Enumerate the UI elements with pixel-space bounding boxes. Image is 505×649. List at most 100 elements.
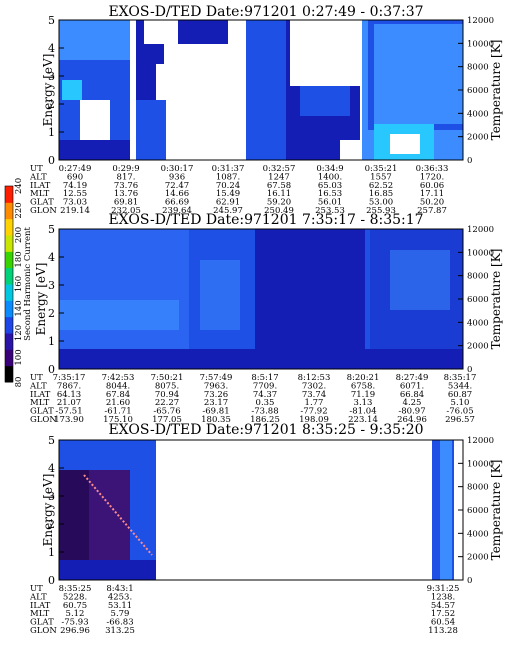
y2tick-label: 0 bbox=[467, 576, 472, 586]
table-cell: 0:32:57 bbox=[263, 164, 296, 174]
table-cell: 113.28 bbox=[428, 626, 458, 636]
table-cell: 1238. bbox=[431, 592, 455, 602]
table-cell: 7:35:17 bbox=[53, 373, 86, 383]
colorbar-swatch bbox=[5, 267, 13, 285]
colorbar-ticks: 80 100 120 140 160 180 200 220 240 bbox=[14, 178, 24, 388]
table-cell: 296.57 bbox=[445, 415, 475, 425]
table-row-label: ILAT bbox=[30, 181, 51, 191]
table-row-label: UT bbox=[30, 373, 43, 383]
ytick-label: 3 bbox=[48, 279, 55, 292]
colorbar-tick-label: 160 bbox=[14, 276, 24, 292]
y2tick-label: 0 bbox=[467, 156, 472, 166]
table-cell: 7302. bbox=[302, 381, 326, 391]
table-cell: 50.20 bbox=[420, 198, 444, 208]
ytick-label: 2 bbox=[48, 307, 55, 320]
table-cell: 16.11 bbox=[267, 189, 291, 199]
table-cell: -73.88 bbox=[251, 407, 278, 417]
table-cell: 7:50:21 bbox=[151, 373, 184, 383]
panel-3-dotted-trace bbox=[83, 474, 153, 556]
table-row-label: GLON bbox=[30, 415, 57, 425]
y2tick-label: 12000 bbox=[467, 225, 494, 235]
table-row-label: ILAT bbox=[30, 390, 51, 400]
table-cell: 21.60 bbox=[106, 398, 130, 408]
table-cell: 60.75 bbox=[63, 601, 87, 611]
colorbar-tick-label: 80 bbox=[14, 377, 24, 388]
y2tick-label: 4000 bbox=[467, 318, 489, 328]
colorbar-swatch bbox=[5, 365, 13, 383]
table-cell: 1400. bbox=[318, 172, 342, 182]
table-cell: 8:12:53 bbox=[298, 373, 331, 383]
ytick-label: 4 bbox=[48, 462, 55, 475]
table-cell: 8:27:49 bbox=[396, 373, 429, 383]
table-cell: 74.19 bbox=[63, 181, 87, 191]
table-cell: 65.03 bbox=[318, 181, 342, 191]
table-row-label: MLT bbox=[30, 398, 50, 408]
table-cell: 4253. bbox=[108, 592, 132, 602]
table-cell: -69.81 bbox=[202, 407, 229, 417]
table-cell: 0:29:9 bbox=[112, 164, 139, 174]
ytick-label: 3 bbox=[48, 70, 55, 83]
colorbar-swatch bbox=[5, 186, 13, 203]
table-cell: -75.93 bbox=[61, 618, 88, 628]
colorbar-swatches bbox=[5, 186, 13, 383]
y2tick-label: 6000 bbox=[467, 295, 489, 305]
table-cell: 1087. bbox=[216, 172, 240, 182]
table-cell: 239.64 bbox=[162, 206, 192, 216]
table-cell: 1557 bbox=[370, 172, 392, 182]
table-cell: 5.10 bbox=[451, 398, 470, 408]
colorbar: 80 100 120 140 160 180 200 220 240 Second Harmon… bbox=[4, 178, 33, 388]
table-cell: 70.94 bbox=[155, 390, 179, 400]
table-row-label: GLON bbox=[30, 626, 57, 636]
table-cell: 62.91 bbox=[216, 198, 240, 208]
table-row-label: MLT bbox=[30, 189, 50, 199]
table-cell: 73.03 bbox=[63, 198, 87, 208]
ytick-label: 5 bbox=[48, 14, 55, 27]
ytick-label: 4 bbox=[48, 251, 55, 264]
colorbar-tick-label: 140 bbox=[14, 300, 24, 316]
panel-2-yticks: 0 1 2 3 4 5 0 2000 4000 6000 8000 10000 12000 bbox=[48, 223, 494, 376]
table-cell: 59.20 bbox=[267, 198, 291, 208]
table-cell: 5.12 bbox=[66, 609, 85, 619]
table-cell: 17.11 bbox=[420, 189, 444, 199]
table-cell: 73.74 bbox=[302, 390, 326, 400]
colorbar-swatch bbox=[5, 284, 13, 301]
table-cell: 8:35:17 bbox=[444, 373, 477, 383]
table-cell: 7867. bbox=[57, 381, 81, 391]
table-cell: 8:20:21 bbox=[347, 373, 380, 383]
table-cell: 817. bbox=[117, 172, 136, 182]
y2tick-label: 2000 bbox=[467, 342, 489, 352]
ytick-label: 5 bbox=[48, 434, 55, 447]
table-cell: 72.47 bbox=[165, 181, 189, 191]
table-cell: 16.85 bbox=[369, 189, 393, 199]
table-cell: 6071. bbox=[400, 381, 424, 391]
y2tick-label: 10000 bbox=[467, 248, 494, 258]
panel-2-title: EXOS-D/TED Date:971201 7:35:17 - 8:35:17 bbox=[108, 212, 423, 228]
y2tick-label: 4000 bbox=[467, 529, 489, 539]
table-cell: 177.05 bbox=[152, 415, 182, 425]
panel-1-y2label: Temperature [K] bbox=[489, 40, 503, 141]
table-cell: 7963. bbox=[204, 381, 228, 391]
table-cell: 15.49 bbox=[216, 189, 240, 199]
y2tick-label: 8000 bbox=[467, 483, 489, 493]
table-cell: 8044. bbox=[106, 381, 130, 391]
table-cell: 62.52 bbox=[369, 181, 393, 191]
panel-2: EXOS-D/TED Date:971201 7:35:17 - 8:35:17… bbox=[29, 212, 503, 425]
table-cell: -66.83 bbox=[106, 618, 133, 628]
colorbar-frame bbox=[4, 185, 14, 383]
table-row-label: ALT bbox=[29, 592, 47, 602]
table-cell: 60.06 bbox=[420, 181, 444, 191]
table-cell: 690 bbox=[67, 172, 83, 182]
table-cell: -77.92 bbox=[300, 407, 327, 417]
colorbar-swatch bbox=[5, 349, 13, 367]
table-cell: 245.97 bbox=[213, 206, 243, 216]
table-cell: 69.81 bbox=[114, 198, 138, 208]
table-cell: 73.76 bbox=[114, 181, 138, 191]
table-row-label: ILAT bbox=[30, 601, 51, 611]
table-cell: 186.25 bbox=[250, 415, 280, 425]
table-cell: 223.14 bbox=[348, 415, 378, 425]
table-cell: 0.35 bbox=[256, 398, 275, 408]
table-cell: 313.25 bbox=[105, 626, 135, 636]
table-cell: 9:31:25 bbox=[427, 584, 460, 594]
